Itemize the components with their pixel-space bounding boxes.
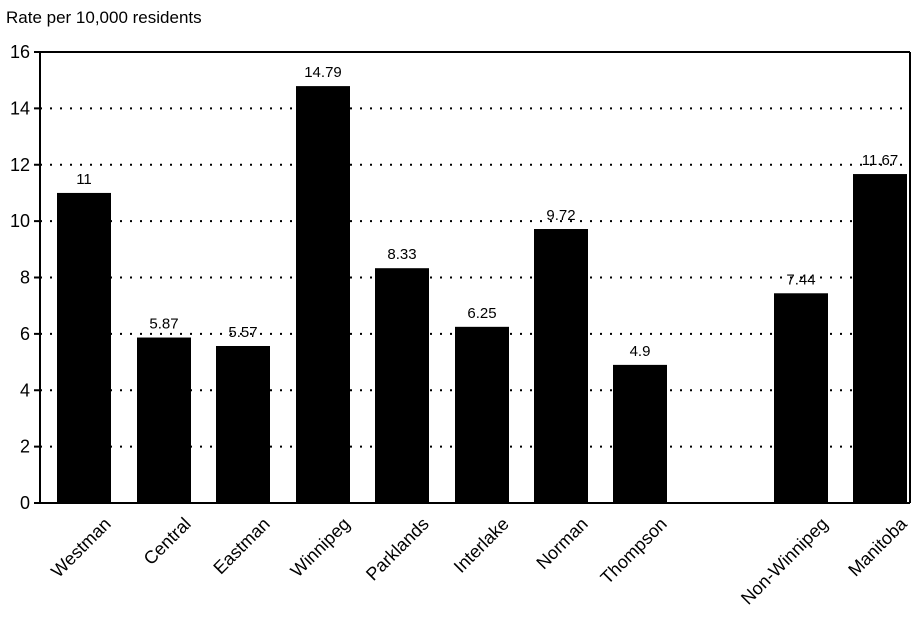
x-category-label: Norman xyxy=(532,514,591,573)
bar-value-label: 4.9 xyxy=(630,343,651,360)
x-category-label: Non-Winnipeg xyxy=(737,514,832,609)
bar-value-label: 11.67 xyxy=(862,152,898,169)
bar-winnipeg xyxy=(296,86,350,503)
x-category-label: Parklands xyxy=(362,514,433,585)
bar-value-label: 5.57 xyxy=(228,324,257,341)
bar-westman xyxy=(57,192,111,503)
x-category-label: Interlake xyxy=(450,514,513,577)
bar-interlake xyxy=(455,326,509,503)
x-category-label: Manitoba xyxy=(844,513,911,580)
bar-value-label: 6.25 xyxy=(467,305,496,322)
y-tick-label: 10 xyxy=(10,211,30,231)
y-tick-label: 16 xyxy=(10,42,30,62)
y-tick-label: 12 xyxy=(10,155,30,175)
x-category-label: Westman xyxy=(47,514,115,582)
y-axis-label: Rate per 10,000 residents xyxy=(6,8,202,27)
bar-value-label: 11 xyxy=(76,171,92,188)
y-tick-label: 14 xyxy=(10,98,30,118)
x-category-label: Central xyxy=(140,514,195,569)
bar-value-label: 14.79 xyxy=(304,64,342,81)
x-category-label: Thompson xyxy=(597,514,671,588)
bar-value-label: 9.72 xyxy=(546,207,575,224)
bar-central xyxy=(137,337,191,503)
bar-norman xyxy=(534,229,588,503)
y-tick-label: 2 xyxy=(20,437,30,457)
bar-non-winnipeg xyxy=(774,293,828,503)
bar-thompson xyxy=(613,364,667,503)
axes xyxy=(34,51,911,504)
y-tick-label: 0 xyxy=(20,493,30,513)
bar-value-label: 8.33 xyxy=(387,246,416,263)
y-tick-label: 8 xyxy=(20,268,30,288)
y-tick-label: 6 xyxy=(20,324,30,344)
x-category-label: Eastman xyxy=(209,514,273,578)
x-category-label: Winnipeg xyxy=(287,514,354,581)
bars xyxy=(57,86,907,503)
bar-value-label: 5.87 xyxy=(149,316,178,333)
y-tick-label: 4 xyxy=(20,380,30,400)
bar-parklands xyxy=(375,268,429,503)
bar-manitoba xyxy=(853,174,907,503)
bar-eastman xyxy=(216,345,270,503)
bar-value-label: 7.44 xyxy=(786,271,815,288)
